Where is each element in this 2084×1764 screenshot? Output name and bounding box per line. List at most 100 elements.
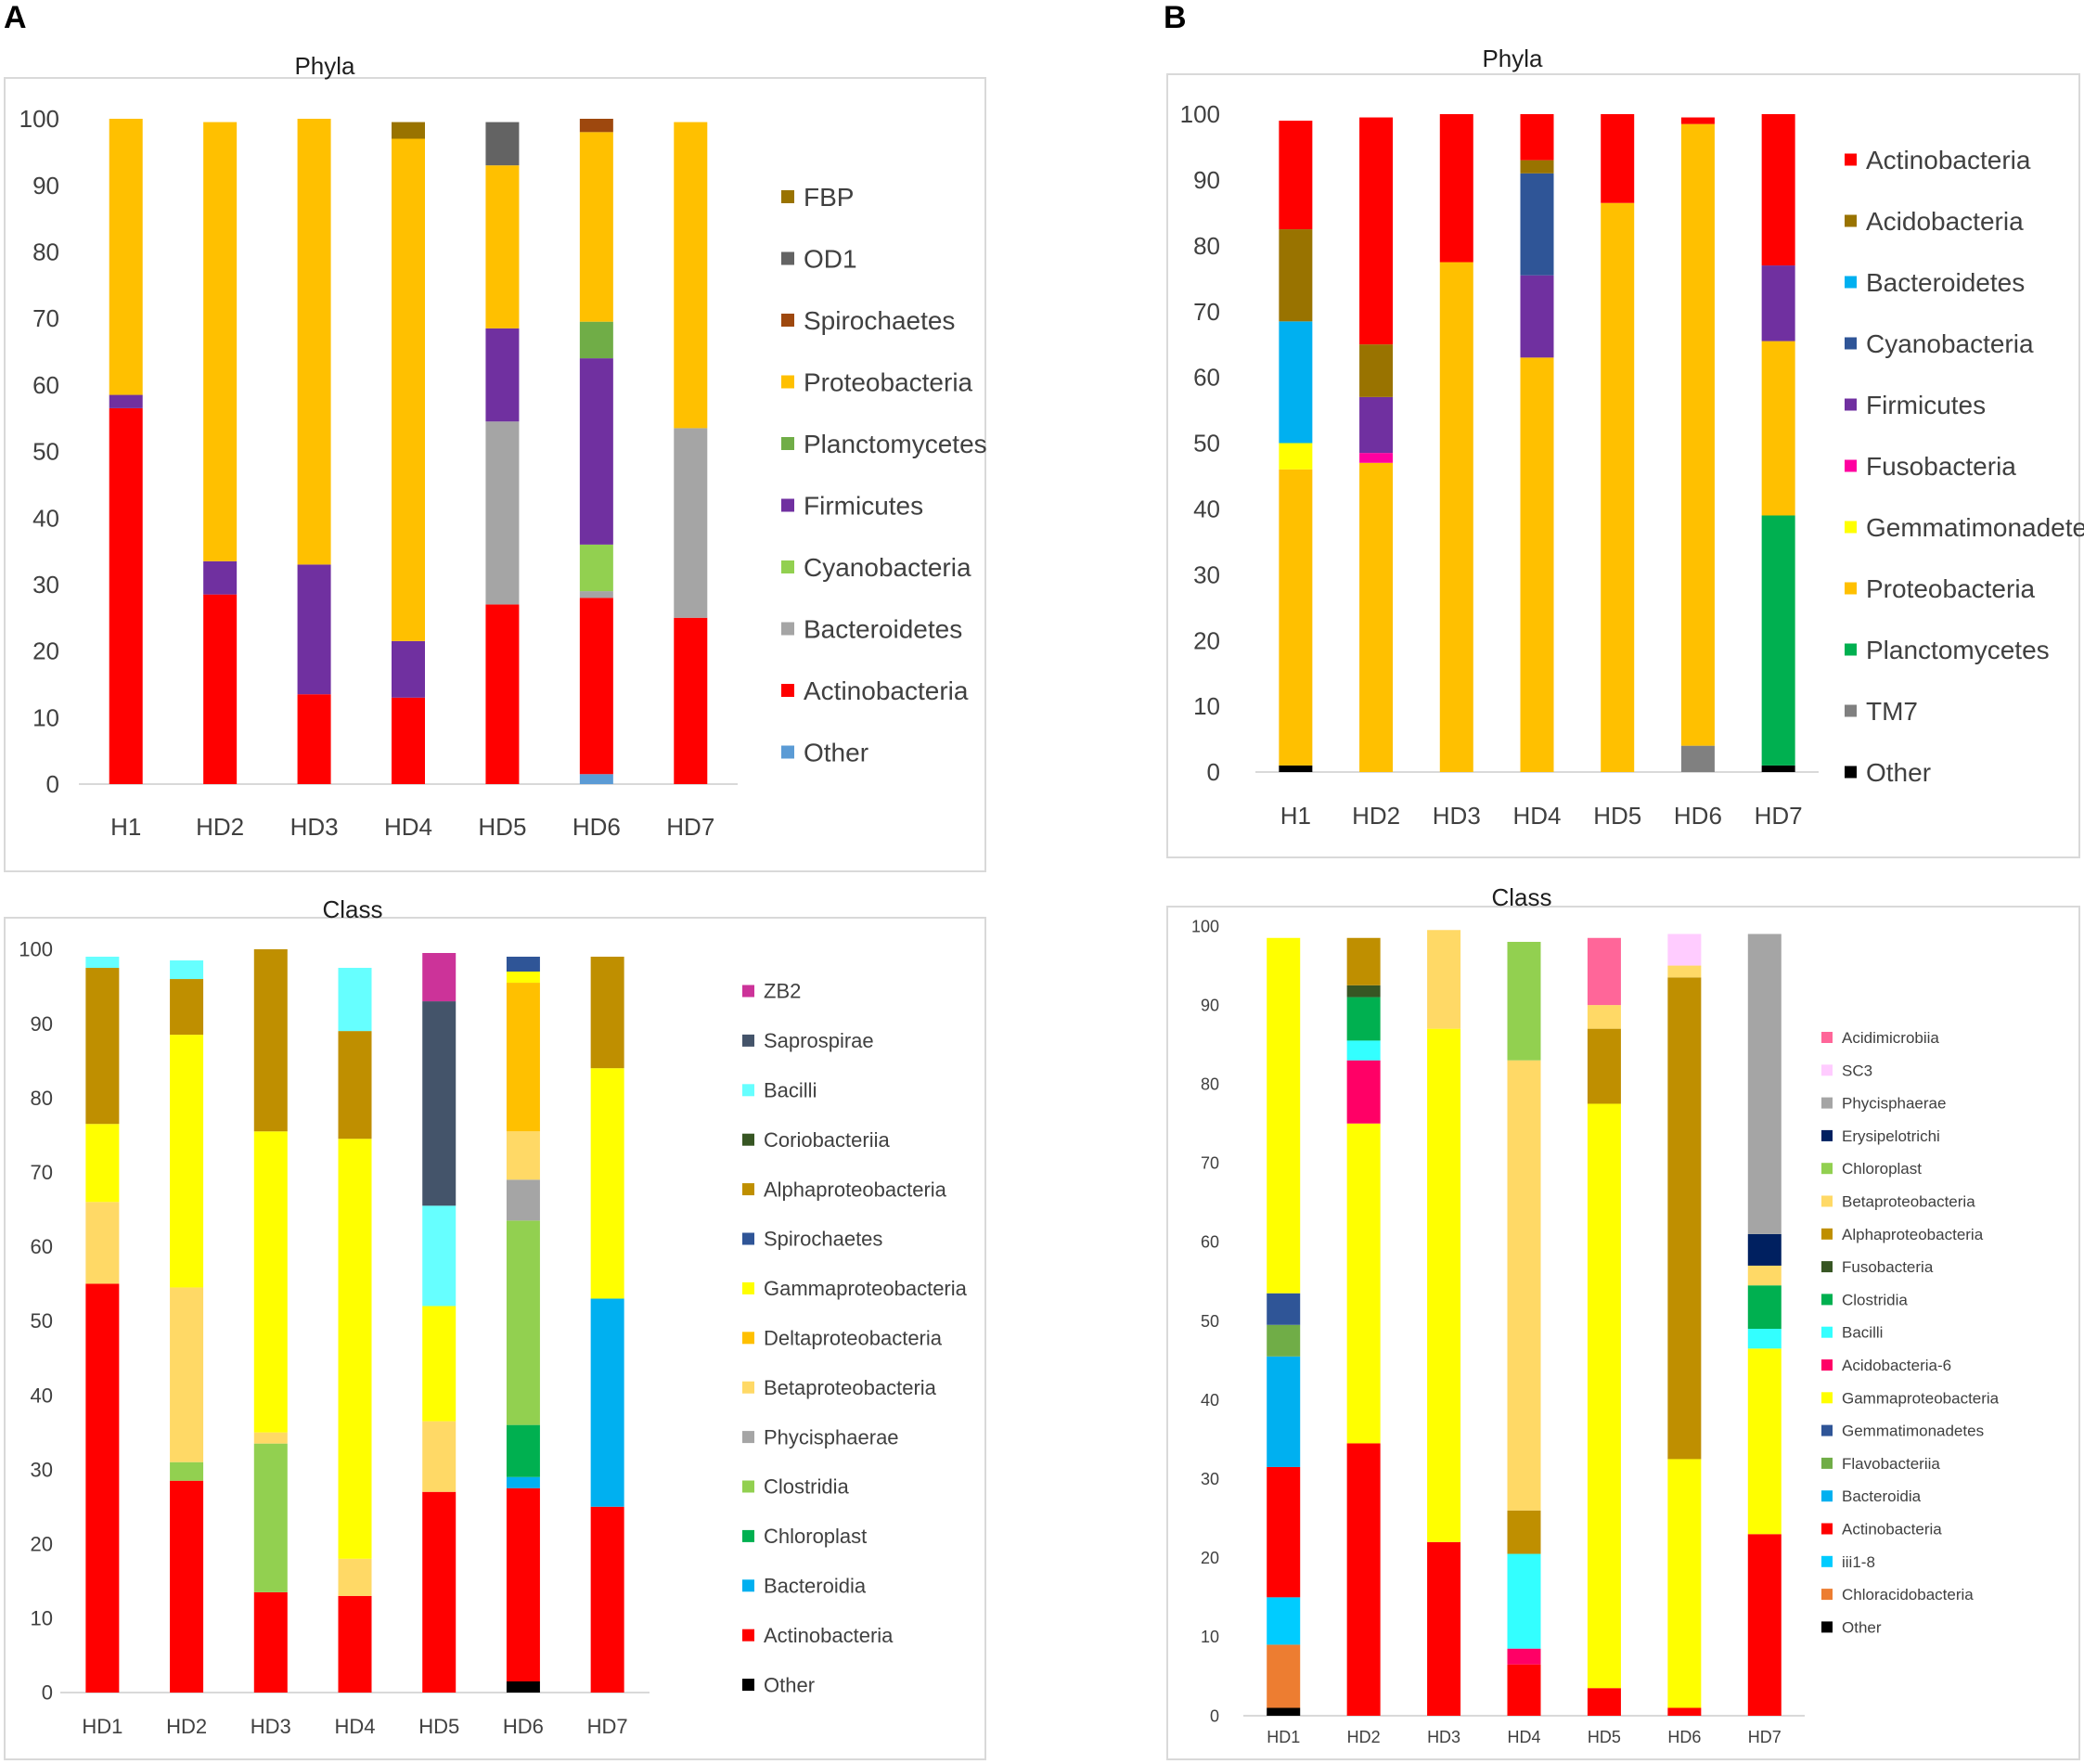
B-phyla-y-tick-label: 10 bbox=[1193, 692, 1220, 720]
A-phyla-legend-label: OD1 bbox=[804, 244, 857, 273]
A-class-legend-swatch bbox=[742, 1579, 754, 1592]
A-class-bar-gammaproteobacteria-hd7 bbox=[590, 1068, 624, 1299]
B-class-legend-swatch bbox=[1821, 1457, 1833, 1469]
A-phyla-legend-label: Bacteroidetes bbox=[804, 614, 962, 643]
A-phyla-bar-firmicutes-hd2 bbox=[203, 560, 238, 595]
A-class-x-tick-label: HD2 bbox=[166, 1715, 207, 1738]
B-class-legend-label: Clostridia bbox=[1842, 1291, 1908, 1308]
A-phyla-y-tick-label: 40 bbox=[32, 504, 59, 532]
A-class-bar-alphaproteobacteria-hd1 bbox=[85, 968, 120, 1125]
A-phyla-legend-swatch bbox=[781, 560, 794, 573]
B-class-legend-label: Acidimicrobiia bbox=[1842, 1029, 1939, 1047]
B-phyla-bar-actinobacteria-h1 bbox=[1279, 121, 1313, 230]
B-phyla-bar-proteobacteria-hd3 bbox=[1439, 262, 1473, 772]
B-phyla-bar-proteobacteria-hd4 bbox=[1520, 357, 1554, 772]
B-phyla-legend-label: Fusobacteria bbox=[1866, 452, 2016, 481]
A-class-y-tick-label: 70 bbox=[31, 1161, 53, 1184]
B-class-y-tick-label: 90 bbox=[1201, 996, 1219, 1014]
B-class-bar-alphaproteobacteria-hd4 bbox=[1507, 1510, 1541, 1554]
B-class-legend-swatch bbox=[1821, 1097, 1833, 1109]
B-class-y-tick-label: 0 bbox=[1210, 1706, 1219, 1725]
A-phyla-legend-label: Firmicutes bbox=[804, 491, 923, 520]
A-class-y-tick-label: 50 bbox=[31, 1309, 53, 1333]
B-phyla-legend-swatch bbox=[1845, 766, 1857, 779]
A-class-legend-label: Betaproteobacteria bbox=[764, 1376, 937, 1399]
B-class-x-tick-label: HD4 bbox=[1507, 1728, 1540, 1746]
B-class-bar-betaproteobacteria-hd7 bbox=[1747, 1265, 1782, 1286]
B-class-y-tick-label: 80 bbox=[1201, 1075, 1219, 1094]
B-class-bar-betaproteobacteria-hd3 bbox=[1427, 930, 1461, 1029]
A-phyla-bar-actinobacteria-hd2 bbox=[203, 594, 238, 784]
A-phyla-bar-proteobacteria-hd5 bbox=[485, 165, 520, 328]
B-phyla-bar-acidobacteria-h1 bbox=[1279, 229, 1313, 322]
A-phyla-y-tick-label: 10 bbox=[32, 703, 59, 731]
A-phyla-bar-bacteroidetes-hd5 bbox=[485, 421, 520, 605]
panel-label-b: B bbox=[1164, 0, 1187, 35]
A-class-x-tick-label: HD4 bbox=[334, 1715, 375, 1738]
B-class-bar-acidobacteria-6-hd2 bbox=[1346, 1060, 1381, 1124]
A-class-legend-swatch bbox=[742, 1480, 754, 1493]
chart-title-a-class: Class bbox=[322, 895, 383, 923]
chart-title-b-class: Class bbox=[1491, 883, 1552, 911]
B-phyla-bar-proteobacteria-hd7 bbox=[1761, 341, 1795, 516]
B-class-legend-label: Betaproteobacteria bbox=[1842, 1192, 1975, 1210]
B-class-legend-swatch bbox=[1821, 1064, 1833, 1076]
B-phyla-x-tick-label: HD4 bbox=[1512, 802, 1561, 830]
A-class-y-tick-label: 80 bbox=[31, 1087, 53, 1110]
B-class-y-tick-label: 70 bbox=[1201, 1154, 1219, 1173]
A-class-legend-swatch bbox=[742, 1529, 754, 1542]
B-class-legend-swatch bbox=[1821, 1555, 1833, 1567]
A-class-legend-swatch bbox=[742, 1381, 754, 1394]
A-class-y-tick-label: 20 bbox=[31, 1533, 53, 1556]
B-class-bar-gammaproteobacteria-hd2 bbox=[1346, 1123, 1381, 1444]
A-phyla-y-tick-label: 20 bbox=[32, 637, 59, 665]
B-class-y-tick-label: 50 bbox=[1201, 1312, 1219, 1331]
A-class-bar-actinobacteria-hd5 bbox=[422, 1491, 457, 1693]
B-class-legend-swatch bbox=[1821, 1424, 1833, 1436]
B-class-x-tick-label: HD5 bbox=[1588, 1728, 1621, 1746]
A-class-legend-swatch bbox=[742, 1232, 754, 1245]
A-class-legend-label: Other bbox=[764, 1673, 815, 1696]
B-class-bar-alphaproteobacteria-hd5 bbox=[1587, 1028, 1621, 1104]
B-phyla-legend-label: TM7 bbox=[1866, 697, 1918, 726]
A-class-y-tick-label: 60 bbox=[31, 1235, 53, 1258]
B-phyla-legend-swatch bbox=[1845, 704, 1857, 717]
B-phyla-legend-label: Bacteroidetes bbox=[1866, 268, 2025, 297]
A-class-bar-clostridia-hd2 bbox=[170, 1461, 204, 1481]
A-phyla-bar-actinobacteria-hd4 bbox=[392, 697, 425, 784]
B-class-legend-label: Chloroplast bbox=[1842, 1160, 1922, 1178]
B-class-legend-swatch bbox=[1821, 1490, 1833, 1502]
B-class-bar-betaproteobacteria-hd5 bbox=[1587, 1005, 1621, 1029]
A-phyla-x-tick-label: HD2 bbox=[196, 813, 244, 841]
B-phyla-bar-actinobacteria-hd5 bbox=[1601, 114, 1635, 203]
A-class-bar-actinobacteria-hd7 bbox=[590, 1506, 624, 1693]
B-phyla-y-tick-label: 30 bbox=[1193, 560, 1220, 588]
B-class-bar-flavobacteriia-hd1 bbox=[1267, 1324, 1301, 1357]
B-class-x-tick-label: HD2 bbox=[1347, 1728, 1381, 1746]
A-phyla-bar-bacteroidetes-hd7 bbox=[674, 428, 708, 618]
A-phyla-y-tick-label: 90 bbox=[32, 172, 59, 200]
A-class-bar-chloroplast-hd6 bbox=[506, 1424, 540, 1477]
B-phyla-bar-proteobacteria-hd5 bbox=[1601, 202, 1635, 773]
A-class-bar-actinobacteria-hd3 bbox=[253, 1591, 288, 1693]
B-phyla-bar-gemmatimonadetes-h1 bbox=[1279, 443, 1313, 470]
A-phyla-bar-cyanobacteria-hd6 bbox=[579, 544, 613, 592]
A-class-legend-swatch bbox=[742, 1034, 754, 1047]
B-phyla-y-tick-label: 100 bbox=[1180, 100, 1220, 128]
B-phyla-legend-label: Acidobacteria bbox=[1866, 207, 2024, 236]
B-class-bar-betaproteobacteria-hd4 bbox=[1507, 1060, 1541, 1511]
A-phyla-legend-label: Planctomycetes bbox=[804, 430, 987, 458]
B-class-bar-actinobacteria-hd7 bbox=[1747, 1534, 1782, 1716]
A-class-bar-saprospirae-hd5 bbox=[422, 1001, 457, 1206]
A-class-legend-label: Clostridia bbox=[764, 1475, 849, 1499]
B-phyla-x-tick-label: H1 bbox=[1280, 802, 1311, 830]
B-class-bar-actinobacteria-hd1 bbox=[1267, 1466, 1301, 1598]
B-class-bar-acidobacteria-6-hd4 bbox=[1507, 1648, 1541, 1665]
B-class-bar-actinobacteria-hd5 bbox=[1587, 1688, 1621, 1716]
A-phyla-legend-swatch bbox=[781, 251, 794, 265]
B-class-bar-betaproteobacteria-hd6 bbox=[1667, 965, 1702, 978]
chart-frame-b-class bbox=[1166, 906, 2080, 1760]
A-class-legend-label: Deltaproteobacteria bbox=[764, 1327, 943, 1350]
B-class-bar-iii1-8-hd1 bbox=[1267, 1597, 1301, 1645]
B-phyla-bar-planctomycetes-hd7 bbox=[1761, 515, 1795, 766]
